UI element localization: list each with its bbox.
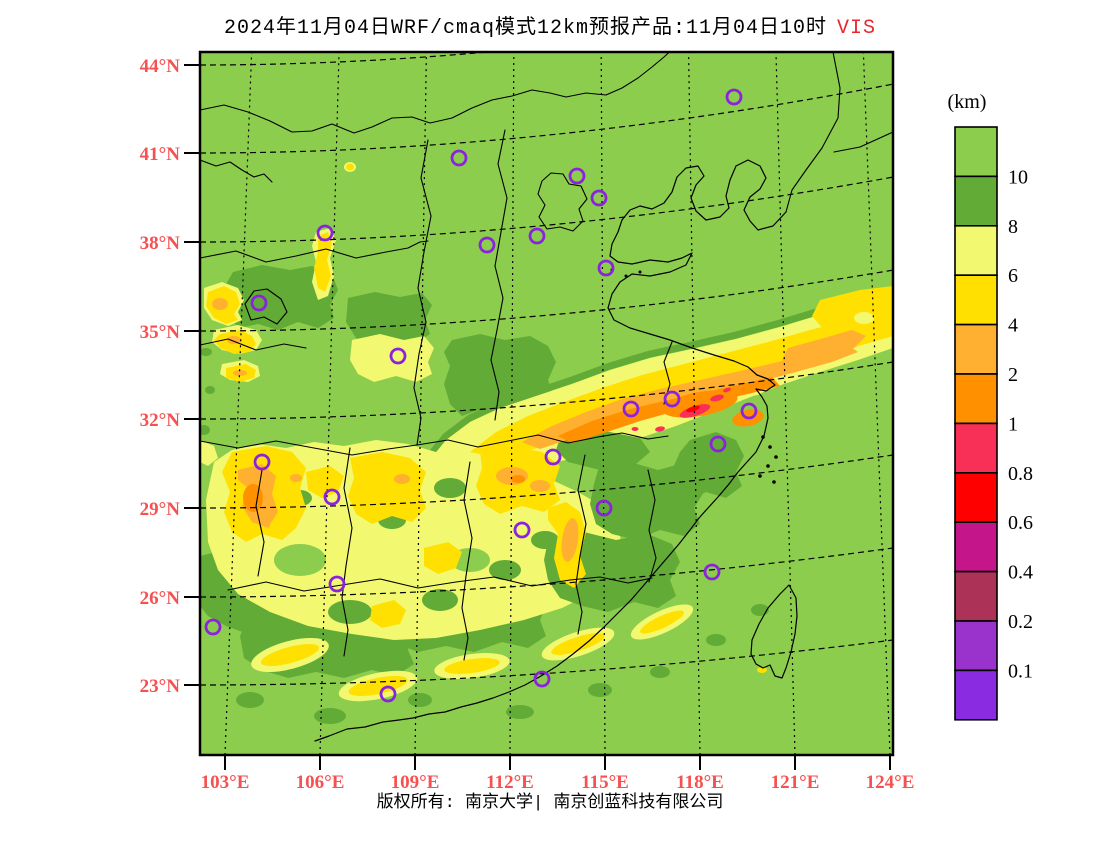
city-marker [595, 499, 613, 517]
lon-tick-label: 121°E [771, 772, 820, 793]
legend-value-label: 10 [1008, 166, 1028, 188]
national-border [200, 52, 707, 134]
tail-pale-spot [854, 312, 874, 324]
visibility-8-10-patches-east [544, 430, 744, 612]
visibility-06-08-spot [686, 405, 700, 413]
axis-tick-labels: 44°N 41°N 38°N 35°N 32°N 29°N 26°N 23°N 103°E 106… [140, 56, 915, 793]
visibility-field [200, 52, 893, 755]
lat-tick-label: 41°N [140, 144, 181, 165]
legend-value-label: 6 [1008, 265, 1018, 287]
latitude-gridline [200, 269, 893, 332]
city-marker [528, 227, 546, 245]
legend-value-label: 1 [1008, 413, 1018, 435]
legend-value-label: 0.8 [1008, 463, 1033, 485]
city-marker [513, 521, 531, 539]
legend-value-label: 0.6 [1008, 512, 1033, 534]
city-marker [740, 402, 758, 420]
city-marker [725, 88, 743, 106]
southeast-coast [314, 374, 776, 742]
map-frame [198, 50, 895, 757]
lon-tick-label: 112°E [486, 772, 534, 793]
city-marker [204, 618, 222, 636]
city-marker [379, 685, 397, 703]
legend-cell [954, 323, 998, 375]
legend-cell [954, 669, 998, 721]
lon-tick-label: 118°E [676, 772, 724, 793]
city-marker [389, 347, 407, 365]
legend-value-labels: 10 8 6 4 2 1 0.8 0.6 0.4 0.2 0.1 [1008, 166, 1033, 682]
taiwan-island [750, 584, 798, 679]
legend-value-label: 0.4 [1008, 562, 1033, 584]
coastal-islands [610, 268, 778, 484]
lon-tick-label: 109°E [391, 772, 440, 793]
legend-value-label: 0.2 [1008, 611, 1033, 633]
lat-tick-label: 32°N [140, 410, 181, 431]
legend-cell [954, 126, 998, 178]
lat-tick-label: 38°N [140, 233, 181, 254]
lat-tick-label: 23°N [140, 676, 181, 697]
city-marker [597, 259, 615, 277]
city-marker [323, 488, 341, 506]
legend-value-label: 2 [1008, 364, 1018, 386]
legend-cell [954, 175, 998, 227]
city-marker [590, 189, 608, 207]
legend-cell [954, 274, 998, 326]
lon-tick-label: 124°E [866, 772, 915, 793]
legend: (km) 10 8 6 4 2 1 0.8 0.6 0.4 0.2 0.1 [948, 91, 1033, 721]
city-markers [204, 88, 758, 703]
coastline [314, 159, 798, 742]
city-marker [478, 236, 496, 254]
lon-tick-label: 106°E [296, 772, 345, 793]
legend-value-label: 0.1 [1008, 660, 1033, 682]
title-text: 2024年11月04日WRF/cmaq模式12km预报产品:11月04日10时 [223, 17, 828, 40]
city-marker [663, 390, 681, 408]
latitude-gridline [200, 176, 893, 243]
city-marker [709, 435, 727, 453]
legend-colorbar [954, 126, 998, 721]
legend-cell [954, 422, 998, 474]
visibility-08-1-spots [631, 387, 731, 432]
city-marker [250, 294, 268, 312]
city-marker [703, 563, 721, 581]
copyright-line: 版权所有: 南京大学| 南京创蓝科技有限公司 [376, 794, 724, 813]
legend-cell [954, 521, 998, 573]
legend-value-label: 8 [1008, 216, 1018, 238]
legend-cell [954, 225, 998, 277]
legend-cell [954, 620, 998, 672]
legend-unit-label: (km) [948, 91, 987, 113]
legend-cell [954, 471, 998, 523]
city-marker [316, 224, 334, 242]
city-marker [533, 670, 551, 688]
city-marker [544, 448, 562, 466]
latitude-gridline [200, 454, 893, 509]
bohai-shandong-coast [607, 159, 787, 376]
lat-tick-label: 44°N [140, 56, 181, 77]
legend-value-label: 4 [1008, 315, 1018, 337]
latitude-gridline [200, 361, 893, 420]
beijing-boundary [537, 172, 588, 232]
city-marker [450, 149, 468, 167]
lon-tick-label: 115°E [581, 772, 629, 793]
lat-tick-label: 35°N [140, 322, 181, 343]
city-marker [328, 575, 346, 593]
lon-tick-label: 103°E [201, 772, 250, 793]
axis-ticks [184, 64, 891, 770]
city-marker [568, 167, 586, 185]
province-borders [200, 52, 893, 661]
legend-cell [954, 373, 998, 425]
city-marker [253, 453, 271, 471]
page-title: 2024年11月04日WRF/cmaq模式12km预报产品:11月04日10时 V… [0, 10, 1100, 40]
legend-cell [954, 570, 998, 622]
city-marker [622, 400, 640, 418]
latitude-gridline [200, 83, 893, 154]
latitude-gridline [200, 547, 893, 598]
title-variable-tag: VIS [837, 17, 877, 40]
lat-tick-label: 29°N [140, 499, 181, 520]
lat-tick-label: 26°N [140, 588, 181, 609]
